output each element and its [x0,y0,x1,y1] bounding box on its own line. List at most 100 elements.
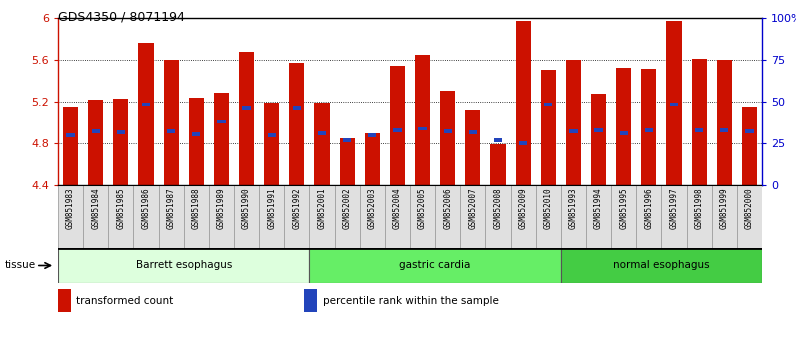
Bar [569,129,578,132]
Bar [209,185,234,248]
Text: GSM852005: GSM852005 [418,187,427,229]
Text: percentile rank within the sample: percentile rank within the sample [322,296,498,306]
Bar [384,185,410,248]
Bar [440,91,455,185]
Bar [289,63,304,185]
Bar [214,93,229,185]
Bar [712,185,737,248]
Bar [666,21,681,185]
Bar [490,144,505,185]
Text: GSM851984: GSM851984 [92,187,100,229]
Bar [134,185,158,248]
Bar [310,185,334,248]
Bar [92,129,100,132]
Bar [239,52,254,185]
Bar [66,133,75,137]
Text: transformed count: transformed count [76,296,174,306]
Bar [745,129,754,132]
Bar [595,128,603,131]
Text: GSM852004: GSM852004 [393,187,402,229]
Bar [415,55,430,185]
Bar [410,185,435,248]
Bar [737,185,762,248]
Bar [720,128,728,131]
Text: GSM851988: GSM851988 [192,187,201,229]
Text: GSM851985: GSM851985 [116,187,125,229]
Bar [58,289,71,312]
Text: GSM852010: GSM852010 [544,187,552,229]
Text: GSM851989: GSM851989 [217,187,226,229]
Bar [661,185,687,248]
Bar [561,248,762,283]
Text: GSM852001: GSM852001 [318,187,326,229]
Bar [117,130,125,133]
Bar [390,66,405,185]
Text: gastric cardia: gastric cardia [400,261,470,270]
Bar [636,185,661,248]
Bar [234,185,259,248]
Bar [469,130,477,133]
Bar [642,69,657,185]
Bar [466,110,481,185]
Bar [58,248,310,283]
Text: GSM852006: GSM852006 [443,187,452,229]
Bar [695,128,704,131]
Bar [164,60,178,185]
Text: GSM851992: GSM851992 [292,187,302,229]
Bar [304,289,317,312]
Bar [566,60,581,185]
Bar [619,131,628,135]
Bar [142,103,150,107]
Bar [540,70,556,185]
Bar [486,185,510,248]
Text: GSM851991: GSM851991 [267,187,276,229]
Text: Barrett esophagus: Barrett esophagus [135,261,232,270]
Bar [284,185,310,248]
Bar [63,107,78,185]
Bar [343,138,351,142]
Bar [519,142,527,145]
Bar [692,59,707,185]
Text: GSM851997: GSM851997 [669,187,678,229]
Bar [536,185,561,248]
Bar [360,185,384,248]
Bar [435,185,460,248]
Text: GSM851995: GSM851995 [619,187,628,229]
Text: GSM852008: GSM852008 [494,187,502,229]
Bar [108,185,134,248]
Bar [586,185,611,248]
Text: tissue: tissue [5,261,36,270]
Text: GSM852000: GSM852000 [745,187,754,229]
Bar [88,101,103,185]
Bar [544,103,552,107]
Bar [670,103,678,107]
Bar [259,185,284,248]
Bar [189,98,204,185]
Text: GSM852009: GSM852009 [519,187,528,229]
Bar [192,132,201,136]
Text: GSM851994: GSM851994 [594,187,603,229]
Text: GDS4350 / 8071194: GDS4350 / 8071194 [58,11,185,24]
Bar [267,133,276,137]
Bar [113,99,128,185]
Bar [293,106,301,110]
Bar [310,248,561,283]
Bar [510,185,536,248]
Text: normal esophagus: normal esophagus [613,261,710,270]
Bar [616,68,631,185]
Bar [167,129,175,132]
Bar [243,106,251,110]
Bar [184,185,209,248]
Text: GSM851996: GSM851996 [644,187,654,229]
Text: GSM851990: GSM851990 [242,187,251,229]
Bar [591,94,606,185]
Bar [334,185,360,248]
Text: GSM852007: GSM852007 [468,187,478,229]
Bar [264,103,279,185]
Text: GSM851987: GSM851987 [166,187,176,229]
Bar [58,185,83,248]
Bar [340,138,355,185]
Bar [365,133,380,185]
Bar [83,185,108,248]
Text: GSM851986: GSM851986 [142,187,150,229]
